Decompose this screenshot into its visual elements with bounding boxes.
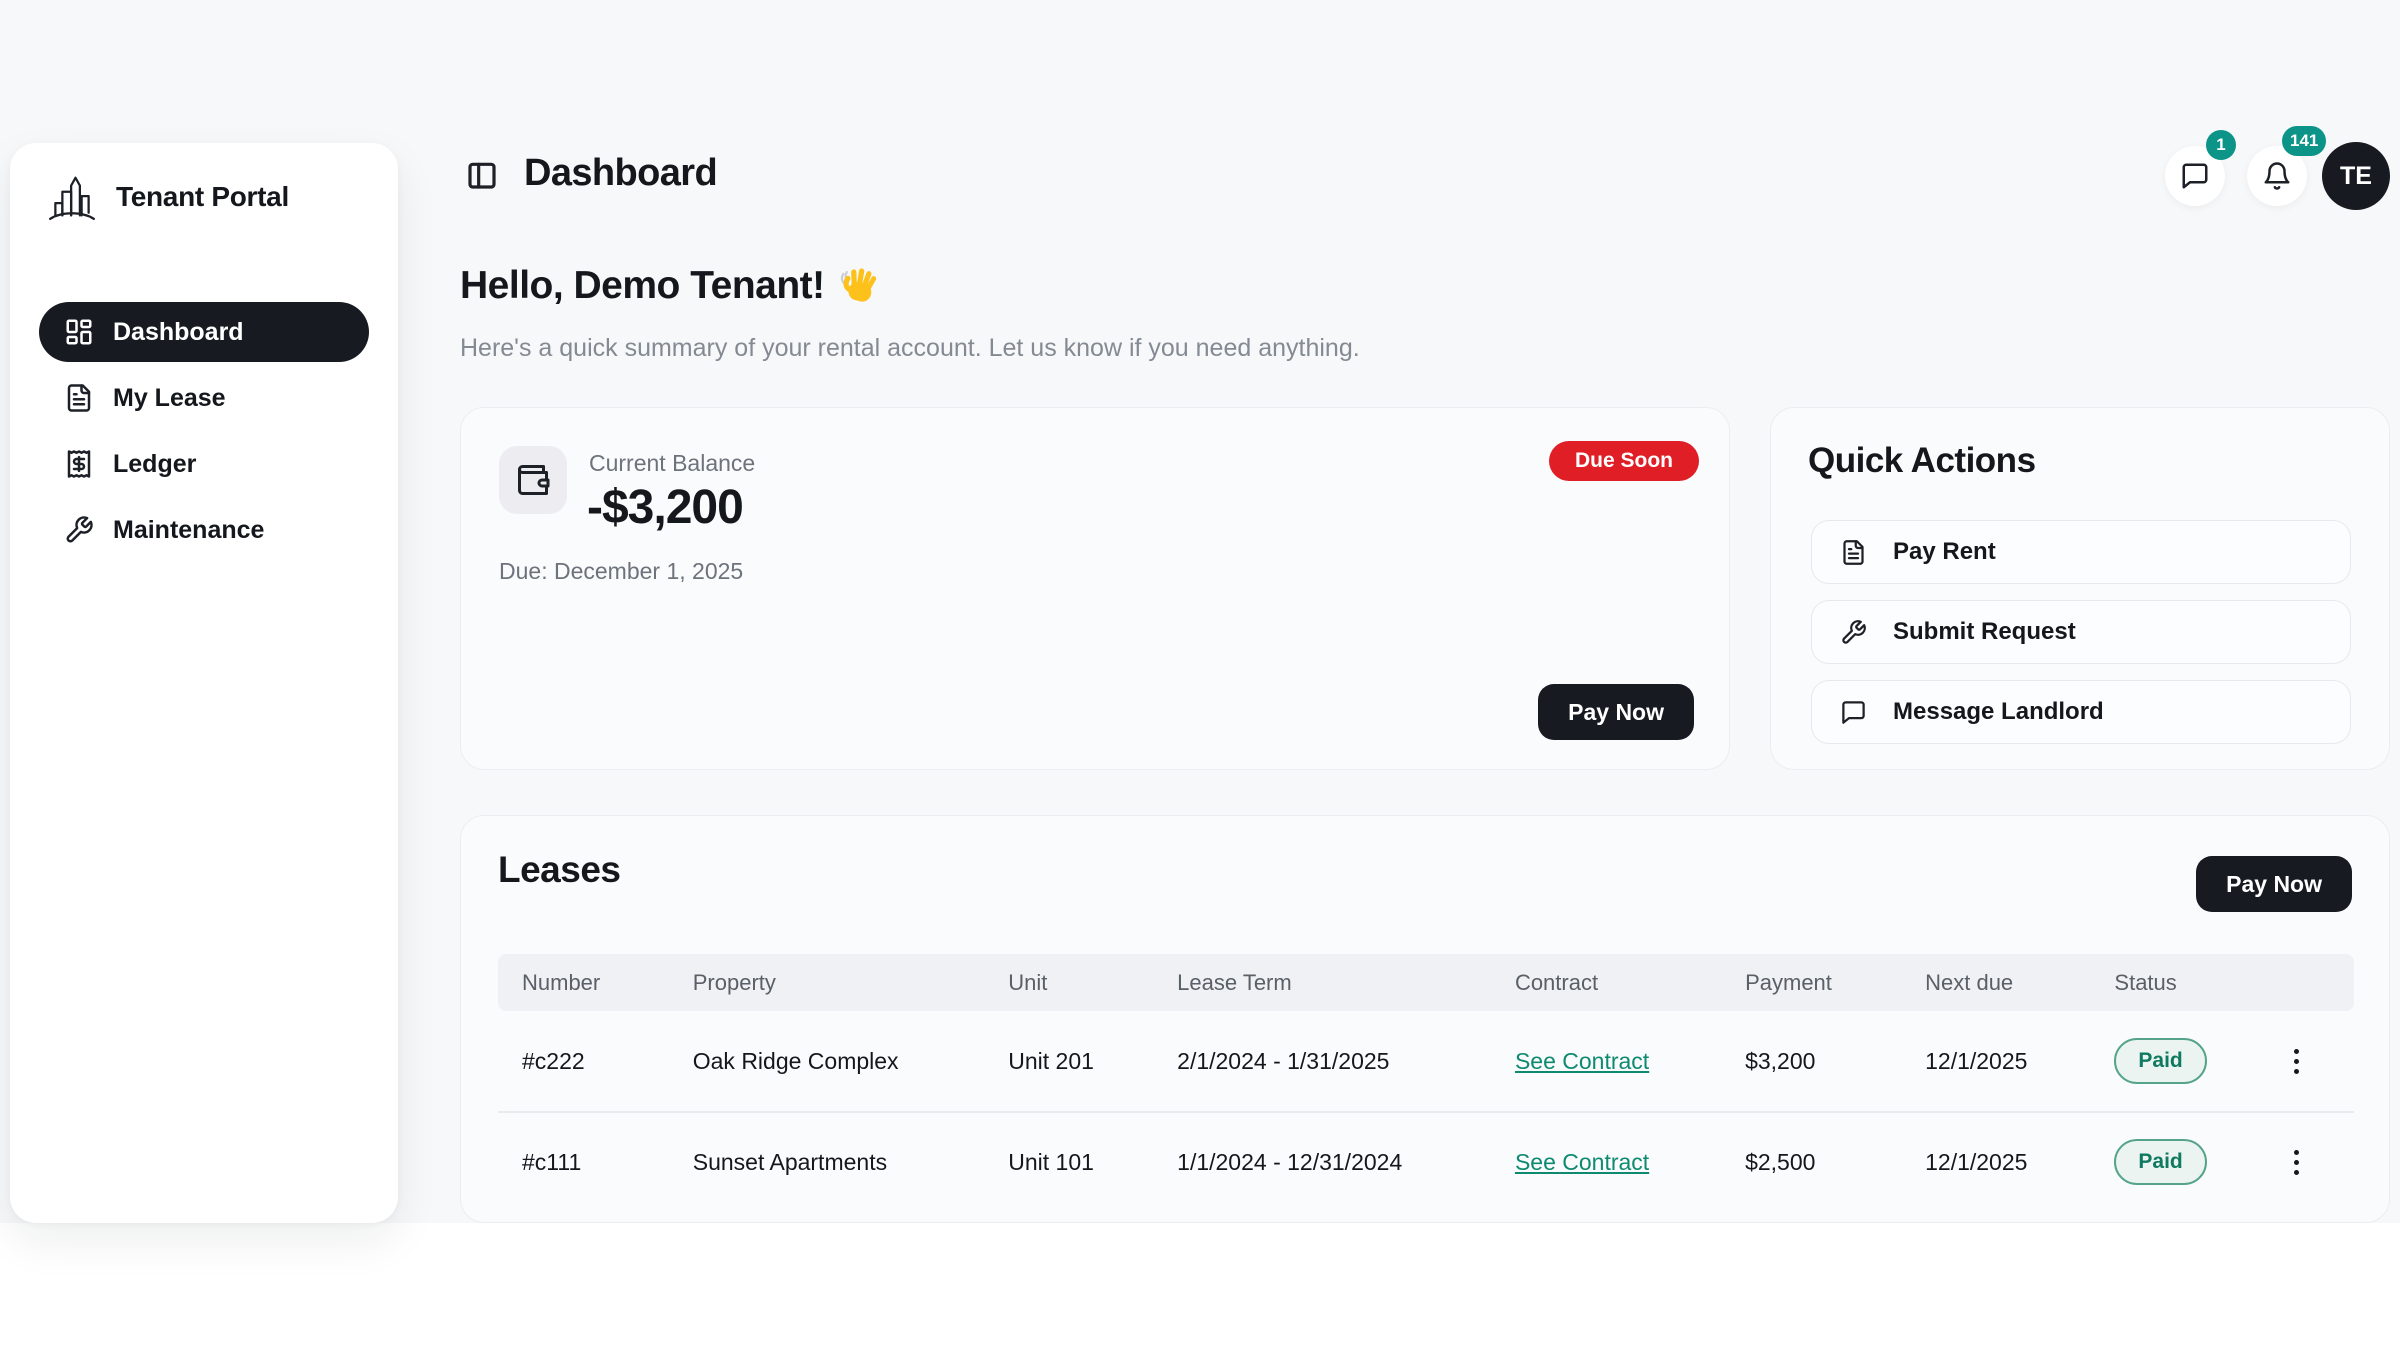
balance-amount: -$3,200 <box>587 481 744 534</box>
lease-document-icon <box>67 384 91 412</box>
leases-card: Leases Pay Now Number Property Unit Leas… <box>460 815 2390 1223</box>
quick-actions-title: Quick Actions <box>1808 441 2036 480</box>
waving-hand-icon <box>840 268 876 302</box>
status-badge: Paid <box>2114 1139 2207 1185</box>
lease-unit: Unit 101 <box>1008 1148 1094 1175</box>
sidebar-item-label: Dashboard <box>113 317 244 346</box>
quick-action-label: Submit Request <box>1893 618 2076 645</box>
lease-term: 1/1/2024 - 12/31/2024 <box>1177 1148 1403 1175</box>
wallet-icon-tile <box>499 446 567 514</box>
sidebar-item-label: My Lease <box>113 383 226 412</box>
ledger-receipt-icon <box>67 450 91 478</box>
column-header-payment: Payment <box>1745 969 1832 995</box>
sidebar-item-ledger[interactable]: Ledger <box>39 434 369 494</box>
leases-table: Number Property Unit Lease Term Contract… <box>498 954 2354 1211</box>
column-header-property: Property <box>692 969 776 995</box>
sidebar-item-maintenance[interactable]: Maintenance <box>39 500 369 560</box>
quick-actions-list: Pay Rent Submit Request Message Landlord <box>1811 520 2351 744</box>
lease-number: #c222 <box>522 1047 585 1074</box>
lease-next-due: 12/1/2025 <box>1925 1047 2028 1074</box>
quick-action-label: Pay Rent <box>1893 538 1996 565</box>
file-icon <box>1843 539 1864 565</box>
status-badge: Paid <box>2114 1038 2207 1084</box>
messages-count-badge: 1 <box>2206 130 2236 160</box>
sidebar: Tenant Portal Dashboard My Lease <box>10 143 398 1223</box>
greeting-title: Hello, Demo Tenant! <box>460 264 825 307</box>
row-menu-kebab-icon[interactable] <box>2277 1142 2317 1182</box>
see-contract-link[interactable]: See Contract <box>1514 1047 1650 1074</box>
notifications-count-badge: 141 <box>2282 126 2327 156</box>
due-soon-badge: Due Soon <box>1549 441 1699 481</box>
chat-icon <box>1842 700 1865 724</box>
sidebar-toggle-icon[interactable] <box>466 159 498 191</box>
lease-row: #c111 Sunset Apartments Unit 101 1/1/202… <box>498 1111 2354 1211</box>
brand-name: Tenant Portal <box>116 181 289 212</box>
greeting: Hello, Demo Tenant! <box>460 264 881 308</box>
sidebar-item-label: Ledger <box>113 449 197 478</box>
quick-action-label: Message Landlord <box>1893 698 2104 725</box>
submit-request-button[interactable]: Submit Request <box>1811 600 2351 664</box>
lease-row: #c222 Oak Ridge Complex Unit 201 2/1/202… <box>498 1011 2354 1111</box>
column-header-unit: Unit <box>1008 969 1048 995</box>
lease-next-due: 12/1/2025 <box>1925 1148 2028 1175</box>
column-header-number: Number <box>522 969 601 995</box>
dashboard-grid-icon <box>66 319 92 345</box>
leases-pay-now-button[interactable]: Pay Now <box>2196 856 2352 912</box>
page-title: Dashboard <box>524 152 718 194</box>
leases-table-header: Number Property Unit Lease Term Contract… <box>498 954 2354 1011</box>
greeting-subtitle: Here's a quick summary of your rental ac… <box>460 334 1360 362</box>
lease-property: Sunset Apartments <box>692 1148 888 1175</box>
column-header-contract: Contract <box>1514 969 1599 995</box>
column-header-lease-term: Lease Term <box>1177 969 1292 995</box>
balance-label: Current Balance <box>589 450 756 476</box>
quick-actions-card: Quick Actions Pay Rent Submit Request <box>1770 407 2390 770</box>
due-date-text: Due: December 1, 2025 <box>499 558 744 584</box>
bell-icon <box>2264 162 2290 190</box>
message-landlord-button[interactable]: Message Landlord <box>1811 680 2351 744</box>
notifications-button[interactable] <box>2247 146 2307 206</box>
lease-payment: $2,500 <box>1745 1148 1816 1175</box>
current-balance-card: Current Balance -$3,200 Due Soon Due: De… <box>460 407 1730 770</box>
sidebar-item-label: Maintenance <box>113 515 265 544</box>
pay-rent-button[interactable]: Pay Rent <box>1811 520 2351 584</box>
row-menu-kebab-icon[interactable] <box>2277 1041 2317 1081</box>
lease-payment: $3,200 <box>1745 1047 1816 1074</box>
see-contract-link[interactable]: See Contract <box>1514 1148 1650 1175</box>
maintenance-wrench-icon <box>66 516 93 543</box>
pay-now-button[interactable]: Pay Now <box>1538 684 1694 740</box>
chat-bubble-icon <box>2182 163 2208 189</box>
wrench-icon <box>1842 619 1866 644</box>
brand: Tenant Portal <box>44 169 289 225</box>
lease-number: #c111 <box>522 1148 582 1175</box>
sidebar-item-dashboard[interactable]: Dashboard <box>39 302 369 362</box>
lease-term: 2/1/2024 - 1/31/2025 <box>1177 1047 1390 1074</box>
user-avatar[interactable]: TE <box>2322 142 2390 210</box>
sidebar-item-my-lease[interactable]: My Lease <box>39 368 369 428</box>
leases-title: Leases <box>498 849 621 890</box>
wallet-icon <box>518 465 550 495</box>
city-buildings-logo-icon <box>48 176 96 221</box>
lease-unit: Unit 201 <box>1008 1047 1094 1074</box>
column-header-next-due: Next due <box>1925 969 2014 995</box>
lease-property: Oak Ridge Complex <box>692 1047 899 1074</box>
sidebar-nav: Dashboard My Lease Ledger <box>39 302 369 560</box>
column-header-status: Status <box>2114 969 2177 995</box>
